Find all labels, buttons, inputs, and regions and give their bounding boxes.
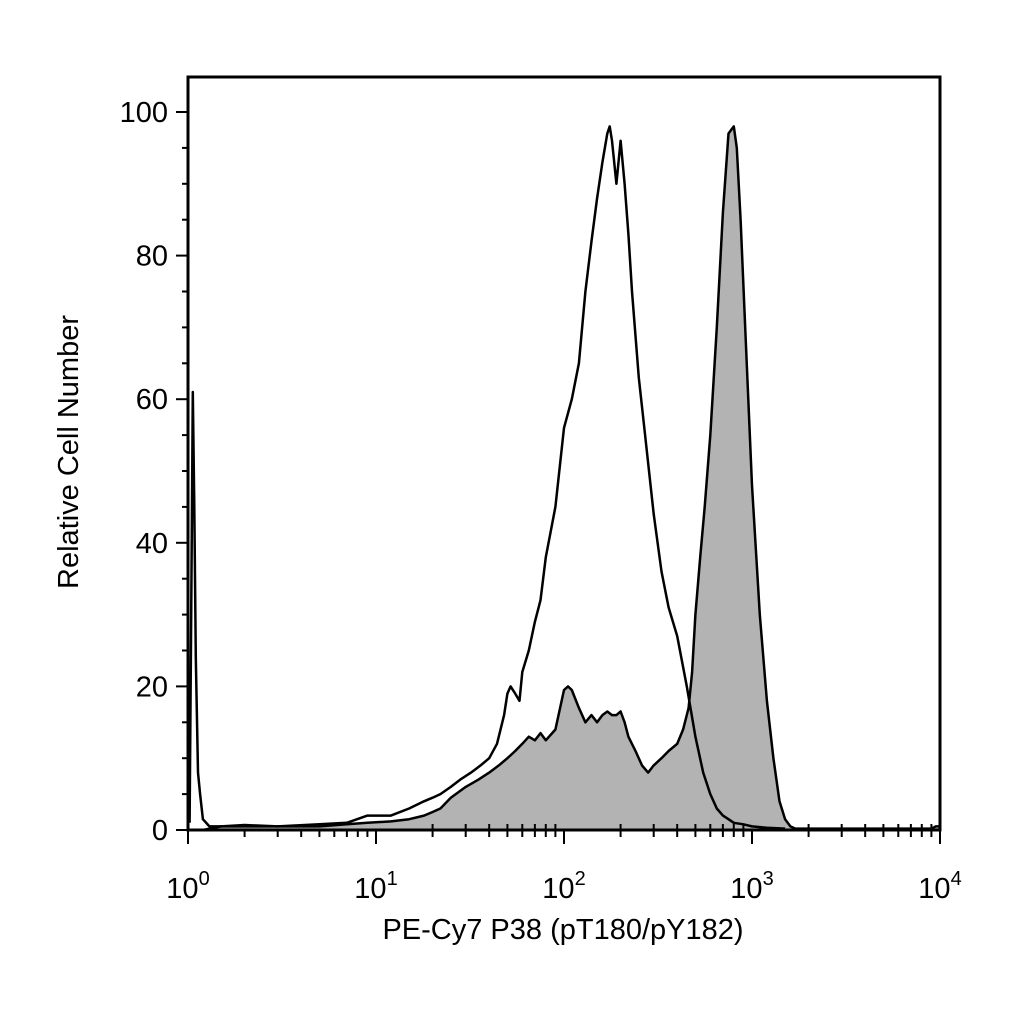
series-layer xyxy=(186,125,942,832)
x-axis-title: PE-Cy7 P38 (pT180/pY182) xyxy=(382,914,743,946)
y-axis-title: Relative Cell Number xyxy=(53,315,85,589)
x-tick-label: 100 xyxy=(166,868,209,905)
series-0-filled-histogram xyxy=(186,125,942,832)
y-tick-label: 60 xyxy=(136,384,168,416)
y-tick-label: 0 xyxy=(152,815,168,847)
y-tick-label: 40 xyxy=(136,528,168,560)
x-tick-label: 101 xyxy=(354,868,397,905)
x-tick-label: 103 xyxy=(730,868,773,905)
y-tick-label: 100 xyxy=(120,97,168,129)
x-axis: 100 101 102 103 104 xyxy=(166,824,962,905)
plot-area xyxy=(186,75,942,832)
series-1-outline-histogram xyxy=(188,125,786,830)
y-axis: 0 20 40 60 80 100 xyxy=(120,97,188,847)
x-tick-label: 104 xyxy=(918,868,961,905)
y-tick-label: 20 xyxy=(136,671,168,703)
x-tick-label: 102 xyxy=(542,868,585,905)
y-tick-label: 80 xyxy=(136,241,168,273)
